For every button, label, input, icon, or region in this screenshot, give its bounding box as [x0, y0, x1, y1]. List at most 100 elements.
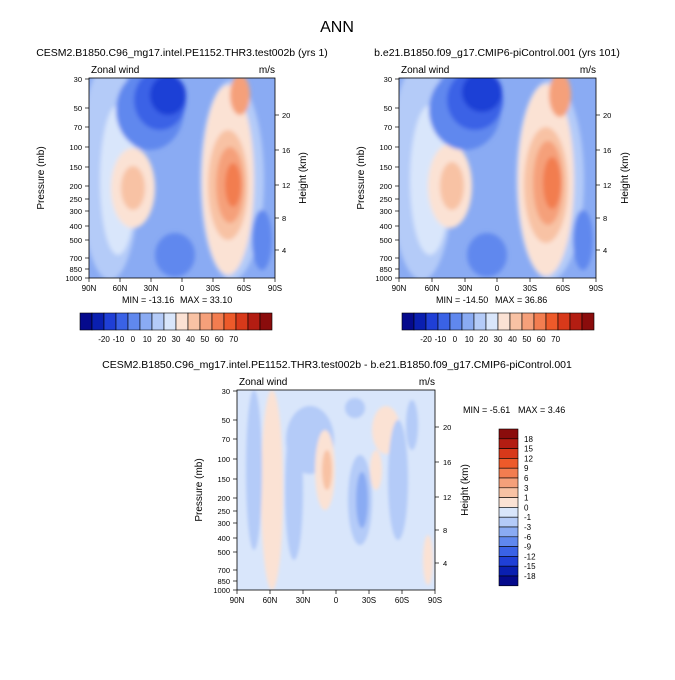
panel-1-title: CESM2.B1850.C96_mg17.intel.PE1152.THR3.t…: [36, 47, 328, 59]
panel-2-y-tick: 300: [379, 207, 392, 216]
panel-2-x-tick: 60S: [556, 284, 570, 293]
colorbar-label: 40: [508, 335, 517, 344]
colorbar-swatch: [498, 497, 519, 508]
panel-1-ylabel: Pressure (mb): [36, 146, 47, 209]
panel-3-variable-label: Zonal wind: [239, 377, 287, 388]
panel-2-x-tick: 90N: [392, 284, 407, 293]
panel-1-variable-label: Zonal wind: [91, 65, 139, 76]
panel-2-y-tick: 400: [379, 222, 392, 231]
panel-2: b.e21.B1850.f09_g17.CMIP6-piControl.001 …: [356, 47, 631, 344]
panel-3-x-tick: 90S: [428, 596, 442, 605]
panel-3-y-tick: 30: [222, 387, 230, 396]
panel-1-y-tick: 850: [69, 265, 82, 274]
panel-2-variable-label: Zonal wind: [401, 65, 449, 76]
colorbar-label: -10: [113, 335, 125, 344]
colorbar-swatch: [91, 312, 105, 331]
colorbar-swatch: [509, 312, 523, 331]
panel-1-y-tick: 1000: [65, 274, 82, 283]
colorbar-label: 1: [524, 494, 529, 503]
colorbar-swatch: [259, 312, 273, 331]
panel-3-title: CESM2.B1850.C96_mg17.intel.PE1152.THR3.t…: [102, 359, 572, 371]
colorbar-label: -20: [420, 335, 432, 344]
colorbar-swatch: [223, 312, 237, 331]
panel-1-units: m/s: [259, 65, 275, 76]
panel-2-x-tick: 90S: [589, 284, 603, 293]
panel-3-x-tick: 30N: [296, 596, 311, 605]
colorbar-swatch: [461, 312, 475, 331]
panel-2-y-tick: 250: [379, 195, 392, 204]
panel-3-y-tick: 70: [222, 435, 230, 444]
panel-2-height-tick: 4: [603, 246, 607, 255]
panel-3-axis-ticks: [233, 390, 439, 594]
panel-2-y-tick: 500: [379, 236, 392, 245]
colorbar-swatch: [569, 312, 583, 331]
panel-1-min: MIN = -13.16: [122, 295, 174, 305]
panel-2-y2label: Height (km): [620, 152, 631, 204]
colorbar-label: 9: [524, 464, 529, 473]
colorbar-label: -12: [524, 552, 536, 561]
panel-3-max: MAX = 3.46: [518, 405, 565, 415]
panel-1-max: MAX = 33.10: [180, 295, 232, 305]
colorbar-label: 50: [522, 335, 531, 344]
panel-1-y-tick: 300: [69, 207, 82, 216]
colorbar-label: -18: [524, 572, 536, 581]
colorbar-label: 15: [524, 445, 533, 454]
panel-1-height-tick: 8: [282, 214, 286, 223]
colorbar-label: 60: [537, 335, 546, 344]
colorbar-swatch: [498, 575, 519, 587]
panel-1-y-tick: 70: [74, 123, 82, 132]
colorbar-swatch: [498, 546, 519, 557]
panel-1-height-tick: 4: [282, 246, 286, 255]
panel-3-y-tick: 200: [217, 494, 230, 503]
panel-3-y-tick: 400: [217, 534, 230, 543]
panel-3-height-tick: 8: [443, 526, 447, 535]
colorbar-label: 30: [494, 335, 503, 344]
panel-3-ylabel: Pressure (mb): [194, 458, 205, 521]
colorbar-swatch: [498, 477, 519, 489]
colorbar-swatch: [151, 312, 165, 331]
colorbar-label: 60: [215, 335, 224, 344]
panel-2-y-tick: 200: [379, 182, 392, 191]
colorbar-swatch: [533, 312, 547, 331]
colorbar-label: -9: [524, 543, 532, 552]
panel-3-height-tick: 4: [443, 559, 447, 568]
panel-1-contour-field: [89, 78, 275, 278]
colorbar-label: 0: [131, 335, 136, 344]
panel-1-y2label: Height (km): [298, 152, 309, 204]
panel-1-colorbar: -20 -10 0 10 20 30 40 50 60 70: [79, 312, 273, 344]
panel-1-height-tick: 16: [282, 146, 290, 155]
panel-1-height-tick: 12: [282, 181, 290, 190]
panel-3: CESM2.B1850.C96_mg17.intel.PE1152.THR3.t…: [102, 359, 572, 605]
colorbar-label: -1: [524, 513, 532, 522]
panel-2-y-tick: 70: [384, 123, 392, 132]
colorbar-swatch: [521, 312, 535, 331]
panel-3-height-tick: 20: [443, 423, 451, 432]
panel-2-x-tick: 30N: [458, 284, 473, 293]
panel-2-max: MAX = 36.86: [495, 295, 547, 305]
panel-1-x-tick: 30N: [144, 284, 159, 293]
panel-2-units: m/s: [580, 65, 596, 76]
panel-2-y-tick: 30: [384, 75, 392, 84]
colorbar-swatch: [545, 312, 559, 331]
panel-3-y-tick: 250: [217, 507, 230, 516]
panel-1-x-tick: 90N: [82, 284, 97, 293]
panel-3-y-tick: 1000: [213, 586, 230, 595]
colorbar-swatch: [498, 448, 519, 459]
panel-3-height-tick: 12: [443, 493, 451, 502]
colorbar-swatch: [498, 487, 519, 498]
panel-1-y-tick: 30: [74, 75, 82, 84]
colorbar-swatch: [498, 438, 519, 449]
colorbar-label: 10: [465, 335, 474, 344]
panel-3-y-tick: 100: [217, 455, 230, 464]
panel-3-y2label: Height (km): [460, 464, 471, 516]
colorbar-swatch: [557, 312, 571, 331]
panel-2-contour-field: [399, 78, 596, 278]
panel-1-y-tick: 700: [69, 254, 82, 263]
colorbar-swatch: [498, 526, 519, 538]
panel-1-x-tick: 60S: [237, 284, 251, 293]
colorbar-swatch: [498, 516, 519, 528]
colorbar-swatch: [498, 458, 519, 469]
panel-1-y-tick: 250: [69, 195, 82, 204]
panel-2-title: b.e21.B1850.f09_g17.CMIP6-piControl.001 …: [374, 47, 620, 59]
colorbar-swatch: [247, 312, 261, 331]
